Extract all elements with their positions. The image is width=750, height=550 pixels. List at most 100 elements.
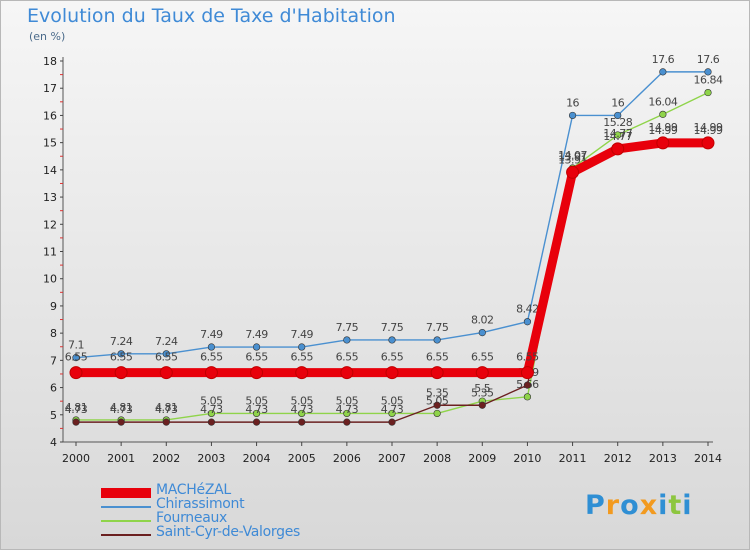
x-tick-label: 2009 [468,452,496,465]
data-point [343,418,351,426]
data-point [295,366,309,380]
data-label: 16 [566,96,579,109]
data-point [568,111,577,120]
data-point [340,366,354,380]
data-label: 16 [611,96,624,109]
data-label: 4.73 [381,403,404,416]
data-label: 13.91 [558,150,587,163]
y-tick-label: 6 [50,382,57,395]
data-label: 6.55 [65,351,88,364]
y-tick-label: 13 [43,191,57,204]
y-tick-label: 7 [50,354,57,367]
data-point [252,418,261,426]
data-label: 6.55 [426,351,449,364]
data-label: 14.99 [694,121,723,134]
data-point [298,409,306,418]
data-label: 4.81 [65,401,88,414]
data-point [117,418,125,426]
data-label: 7.49 [290,328,313,341]
data-label: 5.05 [336,394,359,407]
data-label: 14.99 [648,121,677,134]
data-point [704,68,712,76]
data-point [388,418,396,426]
data-label: 4.73 [65,403,88,416]
y-tick-label: 12 [43,218,57,231]
data-label: 4.73 [245,403,268,416]
data-point [162,350,170,358]
data-point [388,336,396,344]
data-point [69,366,83,380]
x-tick-label: 2005 [288,452,316,465]
y-tick-label: 14 [43,164,57,177]
data-point [433,336,441,344]
data-point [72,418,80,426]
data-label: 7.75 [336,321,359,334]
data-label: 4.73 [290,403,313,416]
data-point [701,136,715,150]
legend-swatch [101,534,151,536]
data-point [523,318,532,326]
data-label: 6.55 [155,351,178,364]
x-tick-label: 2000 [62,452,90,465]
data-label: 4.73 [155,403,178,416]
logo-letter: P [585,490,606,521]
data-label: 5.05 [381,394,404,407]
logo-letter: t [668,490,683,521]
legend-label: Saint-Cyr-de-Valorges [156,524,301,540]
data-point [250,366,264,380]
data-point [388,409,396,418]
data-point [430,366,444,380]
data-label: 7.24 [155,335,178,348]
data-label: 16.84 [694,74,723,87]
y-tick-label: 11 [43,246,57,259]
data-point [204,366,218,380]
data-label: 5.35 [426,386,449,399]
data-label: 4.73 [336,403,359,416]
data-point [298,418,306,426]
proxiti-logo: Proxiti [585,490,693,521]
y-tick-label: 9 [50,300,57,313]
data-label: 6.55 [200,351,223,364]
legend-label: Fourneaux [156,510,228,526]
data-point [433,409,441,418]
y-tick-label: 8 [50,327,57,340]
data-point [523,381,532,389]
logo-letter: r [605,490,621,521]
data-point [117,350,125,358]
data-label: 14.99 [648,124,677,137]
y-tick-label: 10 [43,273,57,286]
data-label: 17.6 [652,53,675,66]
data-point [252,343,261,351]
data-label: 6.55 [336,351,359,364]
y-tick-label: 18 [43,55,57,68]
data-point [252,409,261,418]
x-tick-label: 2014 [694,452,722,465]
data-label: 7.75 [381,321,404,334]
data-label: 4.73 [110,403,133,416]
data-label: 8.42 [516,303,539,316]
x-tick-label: 2008 [423,452,451,465]
legend-swatch [101,520,151,522]
x-tick-label: 2004 [243,452,271,465]
legend-label: MACHéZAL [156,482,231,498]
y-tick-label: 15 [43,137,57,150]
x-tick-label: 2007 [378,452,406,465]
data-label: 5.5 [474,382,490,395]
data-point [159,366,173,380]
data-label: 6.55 [110,351,133,364]
data-label: 14.77 [603,130,632,143]
data-point [207,343,216,351]
data-point [614,131,622,139]
data-label: 7.75 [426,321,449,334]
logo-letter: i [682,490,693,521]
data-label: 6.55 [516,351,539,364]
data-label: 7.1 [68,339,84,352]
data-point [207,418,216,426]
data-label: 6.55 [381,351,404,364]
x-tick-label: 2010 [513,452,541,465]
data-label: 7.49 [200,328,223,341]
data-point [207,409,216,418]
data-point [114,366,128,380]
data-point [520,366,534,380]
